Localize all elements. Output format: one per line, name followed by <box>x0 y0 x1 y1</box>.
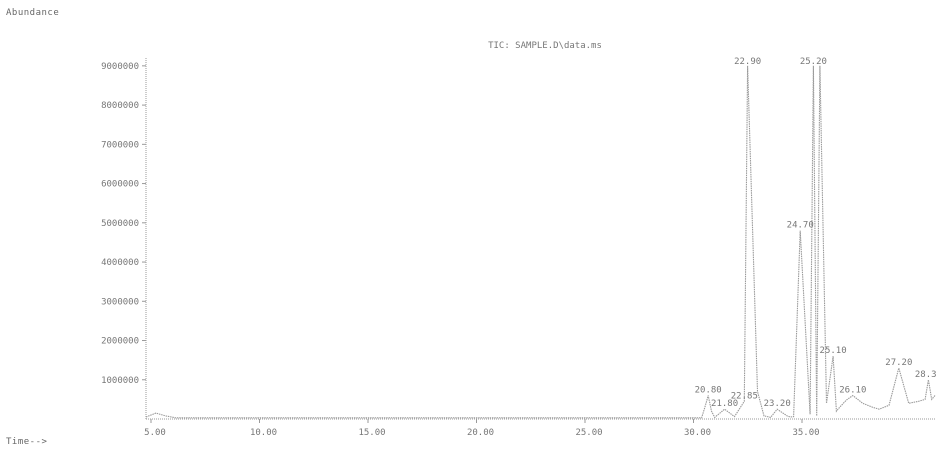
x-tick-label: 20.00 <box>467 428 494 438</box>
x-axis-caption: Time--> <box>6 437 48 447</box>
x-tick-label: 35.00 <box>792 428 819 438</box>
peak-label: 20.80 <box>695 385 722 395</box>
x-tick-label: 30.00 <box>684 428 711 438</box>
peak-label: 25.20 <box>800 57 827 67</box>
tic-trace-line <box>145 65 936 419</box>
x-tick-label: 25.00 <box>575 428 602 438</box>
y-tick-label: 9000000 <box>101 62 139 72</box>
peak-label: 27.20 <box>885 358 912 368</box>
y-tick-label: 7000000 <box>101 140 139 150</box>
peak-label: 25.10 <box>820 346 847 356</box>
peak-label: 21.80 <box>711 399 738 409</box>
y-tick-group: 1000000 2000000 3000000 4000000 5000000 60000… <box>101 62 146 386</box>
x-tick-group: 5.00 10.00 15.00 20.00 25.00 30.00 35.00 <box>144 419 820 438</box>
x-tick-label: 15.00 <box>358 428 385 438</box>
peak-label: 23.20 <box>764 399 791 409</box>
peak-label: 26.10 <box>839 385 866 395</box>
y-tick-label: 5000000 <box>101 219 139 229</box>
peak-label: 28.30 <box>915 370 937 380</box>
y-tick-label: 2000000 <box>101 337 139 347</box>
y-tick-label: 8000000 <box>101 101 139 111</box>
chart-title: TIC: SAMPLE.D\data.ms <box>488 41 602 51</box>
trace-group <box>145 65 936 419</box>
y-tick-label: 1000000 <box>101 376 139 386</box>
peak-label: 24.70 <box>787 221 814 231</box>
peak-label: 22.85 <box>731 391 758 401</box>
y-tick-label: 3000000 <box>101 297 139 307</box>
x-tick-label: 10.00 <box>250 428 277 438</box>
y-axis-caption: Abundance <box>6 8 60 18</box>
y-tick-label: 4000000 <box>101 258 139 268</box>
y-tick-label: 6000000 <box>101 180 139 190</box>
peak-label: 22.90 <box>734 57 761 67</box>
x-tick-label: 5.00 <box>144 428 166 438</box>
